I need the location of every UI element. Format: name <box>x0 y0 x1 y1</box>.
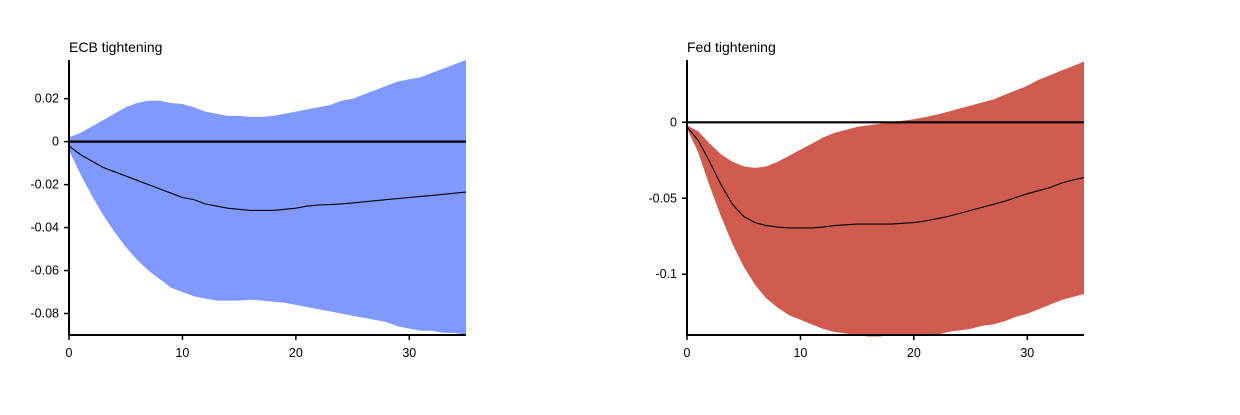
y-tick-label: 0 <box>52 135 59 149</box>
x-tick-label: 0 <box>66 346 73 360</box>
chart-panel-ecb: 0 10 20 30 0.02 0 -0.02 -0.04 -0.06 -0.08 ECB tigh… <box>31 39 467 360</box>
y-tick-label: -0.05 <box>649 191 678 205</box>
x-tick-label: 10 <box>175 346 189 360</box>
y-tick-label: -0.04 <box>31 221 60 235</box>
median-response-line <box>68 145 467 211</box>
chart-title: Fed tightening <box>687 39 776 55</box>
x-tick-label: 30 <box>402 346 416 360</box>
median-response-line <box>686 126 1085 229</box>
y-tick-label: -0.08 <box>31 307 60 321</box>
confidence-band <box>687 61 1084 337</box>
x-tick-label: 10 <box>793 346 807 360</box>
confidence-band <box>69 60 466 335</box>
x-tick-label: 20 <box>289 346 303 360</box>
y-tick-label: -0.1 <box>655 267 677 281</box>
y-tick-label: 0 <box>670 115 677 129</box>
y-tick-label: -0.02 <box>31 178 60 192</box>
y-tick-label: -0.06 <box>31 264 60 278</box>
chart-panel-fed: 0 10 20 30 0 -0.05 -0.1 Fed tightening <box>649 39 1085 360</box>
y-tick-label: 0.02 <box>35 92 59 106</box>
chart-title: ECB tightening <box>69 39 162 55</box>
x-tick-label: 20 <box>907 346 921 360</box>
x-tick-label: 0 <box>684 346 691 360</box>
x-tick-label: 30 <box>1020 346 1034 360</box>
